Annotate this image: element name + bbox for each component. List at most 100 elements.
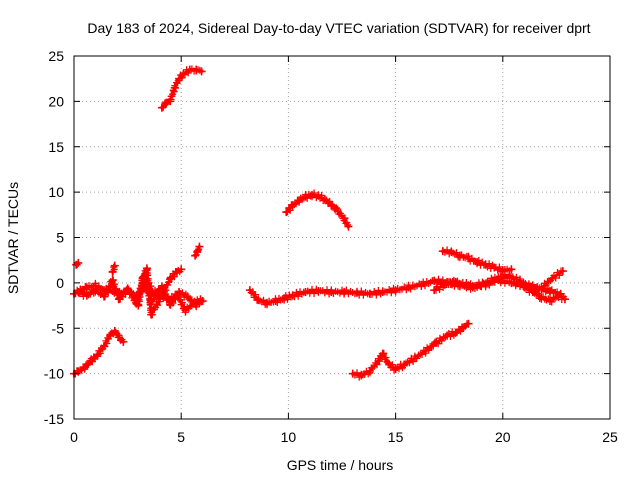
data-point [320, 195, 329, 204]
data-point [507, 265, 516, 274]
data-point [545, 287, 554, 296]
data-point [245, 286, 254, 295]
data-point [175, 74, 184, 83]
x-tick-label: 20 [495, 429, 511, 445]
data-point [348, 369, 357, 378]
series-arc-5 [438, 246, 516, 276]
data-point [198, 297, 207, 306]
data-point [451, 328, 460, 337]
data-point [100, 342, 109, 351]
x-tick-label: 0 [70, 429, 78, 445]
series-arc-4 [348, 319, 473, 381]
x-tick-label: 25 [602, 429, 618, 445]
data-point [451, 277, 460, 286]
data-point [87, 356, 96, 365]
data-point [421, 346, 430, 355]
data-point [490, 263, 499, 272]
x-axis-label: GPS time / hours [287, 457, 394, 473]
data-point [483, 277, 492, 286]
data-point [280, 294, 289, 303]
data-point [254, 296, 263, 305]
data-point [100, 292, 109, 301]
data-point [344, 222, 353, 231]
y-tick-label: -5 [52, 320, 65, 336]
data-point [440, 280, 449, 289]
data-point [80, 363, 89, 372]
x-tick-label: 10 [281, 429, 297, 445]
y-tick-label: 15 [48, 139, 64, 155]
data-point [119, 337, 128, 346]
data-point [353, 288, 362, 297]
series-arc-14 [191, 242, 204, 260]
data-point [115, 295, 124, 304]
data-point [160, 287, 169, 296]
data-point [410, 354, 419, 363]
data-point [378, 287, 387, 296]
data-point [192, 65, 201, 74]
data-point [301, 192, 310, 201]
data-point [108, 267, 117, 276]
data-point [170, 83, 179, 92]
axis-ticks: 0 5 10 15 20 25 -15 -10 -5 0 5 10 15 20 25 [44, 48, 618, 445]
data-point [157, 103, 166, 112]
data-point [545, 297, 554, 306]
data-point [82, 283, 91, 292]
data-point [537, 284, 546, 293]
data-point [147, 310, 156, 319]
data-point [443, 331, 452, 340]
data-point [430, 286, 439, 295]
series-arc-1 [157, 65, 206, 112]
data-point [192, 300, 201, 309]
data-point [166, 95, 175, 104]
y-tick-label: 5 [56, 230, 64, 246]
data-point [134, 301, 143, 310]
series-arc-3 [70, 326, 128, 378]
data-point [515, 277, 524, 286]
data-point [301, 287, 310, 296]
data-point [560, 295, 569, 304]
data-point [166, 300, 175, 309]
data-point [74, 367, 83, 376]
data-point [115, 333, 124, 342]
data-point [110, 326, 119, 335]
data-point [554, 291, 563, 300]
series-markers [246, 285, 372, 309]
data-point [473, 281, 482, 290]
data-point [455, 251, 464, 260]
data-point [400, 360, 409, 369]
data-point [357, 371, 366, 380]
series-arc-13 [72, 258, 83, 269]
y-tick-label: -15 [44, 411, 64, 427]
y-tick-label: 0 [56, 275, 64, 291]
data-point [314, 191, 323, 200]
data-point [365, 366, 374, 375]
data-point [391, 286, 400, 295]
data-point [181, 306, 190, 315]
data-point [91, 286, 100, 295]
series-arc-12 [134, 264, 186, 319]
data-point [404, 283, 413, 292]
data-point [458, 324, 467, 333]
data-point [288, 201, 297, 210]
data-point [558, 267, 567, 276]
data-point [430, 277, 439, 286]
series-arc-15 [108, 261, 119, 276]
data-point [537, 293, 546, 302]
data-point [74, 287, 83, 296]
y-tick-label: -10 [44, 366, 64, 382]
data-point [340, 214, 349, 223]
data-point [481, 260, 490, 269]
x-tick-label: 5 [177, 429, 185, 445]
data-point [93, 350, 102, 359]
data-point [262, 298, 271, 307]
data-point [340, 287, 349, 296]
data-point [548, 274, 557, 283]
data-point [464, 254, 473, 263]
data-point [307, 190, 316, 199]
data-point [166, 274, 175, 283]
data-point [464, 319, 473, 328]
data-point [462, 280, 471, 289]
data-point [197, 67, 206, 76]
x-tick-label: 15 [388, 429, 404, 445]
